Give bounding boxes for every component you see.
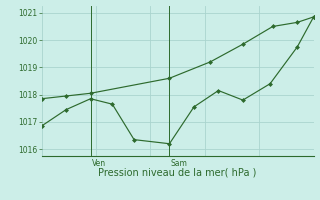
Text: Ven: Ven bbox=[92, 159, 106, 168]
X-axis label: Pression niveau de la mer( hPa ): Pression niveau de la mer( hPa ) bbox=[99, 167, 257, 177]
Text: Sam: Sam bbox=[171, 159, 188, 168]
